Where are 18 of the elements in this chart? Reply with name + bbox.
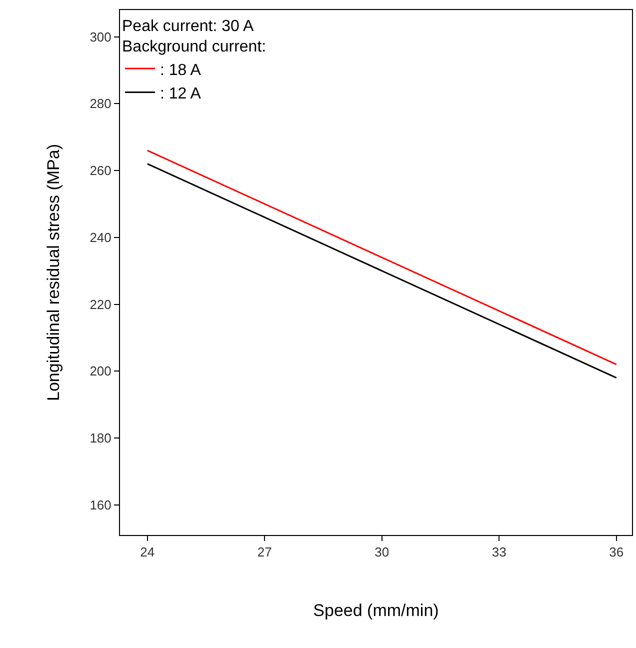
y-axis-title: Longitudinal residual stress (MPa) — [44, 144, 64, 402]
x-axis-title: Speed (mm/min) — [313, 601, 439, 620]
legend-label: : 12 A — [160, 86, 202, 103]
y-tick-label: 160 — [90, 497, 112, 512]
x-tick-label: 36 — [609, 544, 624, 560]
y-tick-label: 300 — [90, 29, 112, 44]
x-tick-label: 24 — [140, 544, 155, 560]
x-tick-label: 27 — [257, 544, 272, 560]
y-tick-label: 240 — [90, 230, 112, 245]
y-tick-label: 180 — [90, 430, 112, 446]
legend-label: : 18 A — [160, 62, 202, 79]
legend-title: Peak current: 30 A Background current: — [122, 18, 266, 56]
y-tick-label: 260 — [90, 163, 112, 178]
x-tick-label: 30 — [374, 544, 390, 560]
x-tick-label: 33 — [492, 544, 506, 560]
y-tick-label: 220 — [90, 296, 112, 312]
y-tick-label: 280 — [90, 96, 112, 112]
y-tick-label: 200 — [90, 364, 112, 379]
